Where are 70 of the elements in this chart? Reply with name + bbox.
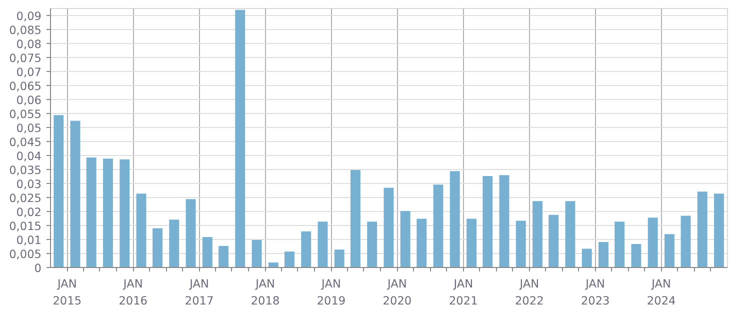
y-tick-label: 0 xyxy=(34,261,42,275)
y-tick-label: 0,015 xyxy=(9,219,42,233)
bar xyxy=(334,250,344,268)
bar xyxy=(416,218,427,268)
bar xyxy=(482,176,493,268)
bar xyxy=(86,157,96,268)
y-tick-label: 0,065 xyxy=(9,79,42,93)
bar xyxy=(450,171,460,268)
x-tick-label: JAN 2021 xyxy=(448,276,478,308)
bar xyxy=(614,222,625,268)
bar xyxy=(714,194,724,268)
bar xyxy=(103,158,113,268)
bar xyxy=(548,214,559,268)
bar xyxy=(499,175,510,268)
bar xyxy=(218,246,228,268)
bar xyxy=(152,228,162,268)
x-tick-label: JAN 2015 xyxy=(52,276,82,308)
y-tick-label: 0,025 xyxy=(9,191,42,205)
bar xyxy=(565,201,576,268)
bar xyxy=(631,244,642,268)
y-tick-label: 0,08 xyxy=(16,37,42,51)
bar xyxy=(136,194,146,268)
bar xyxy=(384,188,394,268)
bar xyxy=(202,236,212,268)
bar xyxy=(169,220,180,268)
x-tick-label: JAN 2019 xyxy=(316,276,346,308)
y-tick-label: 0,07 xyxy=(16,65,42,79)
bar xyxy=(697,192,708,268)
bar xyxy=(367,222,378,268)
y-tick-label: 0,045 xyxy=(9,135,42,149)
bar xyxy=(318,222,328,268)
y-tick-label: 0,085 xyxy=(9,23,42,37)
x-tick-label: JAN 2022 xyxy=(514,276,544,308)
bar xyxy=(664,234,674,268)
bar xyxy=(582,248,592,268)
bar xyxy=(598,242,608,268)
y-tick-label: 0,05 xyxy=(16,121,42,135)
bar xyxy=(186,199,196,268)
bar xyxy=(235,10,246,268)
bar xyxy=(120,159,130,268)
y-tick-label: 0,01 xyxy=(16,233,42,247)
x-tick-label: JAN 2017 xyxy=(184,276,214,308)
bar xyxy=(680,216,691,268)
x-tick-label: JAN 2023 xyxy=(580,276,610,308)
x-tick-label: JAN 2020 xyxy=(382,276,412,308)
bar xyxy=(532,201,542,268)
x-tick-label: JAN 2018 xyxy=(250,276,280,308)
bar xyxy=(350,170,360,268)
y-tick-label: 0,02 xyxy=(16,205,42,219)
bar xyxy=(70,120,80,268)
y-tick-label: 0,03 xyxy=(16,177,42,191)
bar xyxy=(268,262,278,268)
bar xyxy=(433,184,444,268)
y-tick-label: 0,075 xyxy=(9,51,42,65)
y-tick-label: 0,055 xyxy=(9,107,42,121)
y-tick-label: 0,06 xyxy=(16,93,42,107)
y-tick-label: 0,005 xyxy=(9,247,42,261)
y-tick-label: 0,09 xyxy=(16,9,42,23)
bar xyxy=(252,240,262,268)
bar xyxy=(648,218,658,268)
y-tick-label: 0,04 xyxy=(16,149,42,163)
bar xyxy=(301,231,312,268)
x-tick-label: JAN 2016 xyxy=(118,276,148,308)
bar xyxy=(516,220,526,268)
bar xyxy=(54,115,64,268)
bar xyxy=(400,210,410,268)
bar xyxy=(284,252,294,268)
y-tick-label: 0,035 xyxy=(9,163,42,177)
x-tick-label: JAN 2024 xyxy=(646,276,676,308)
bar xyxy=(466,218,476,268)
